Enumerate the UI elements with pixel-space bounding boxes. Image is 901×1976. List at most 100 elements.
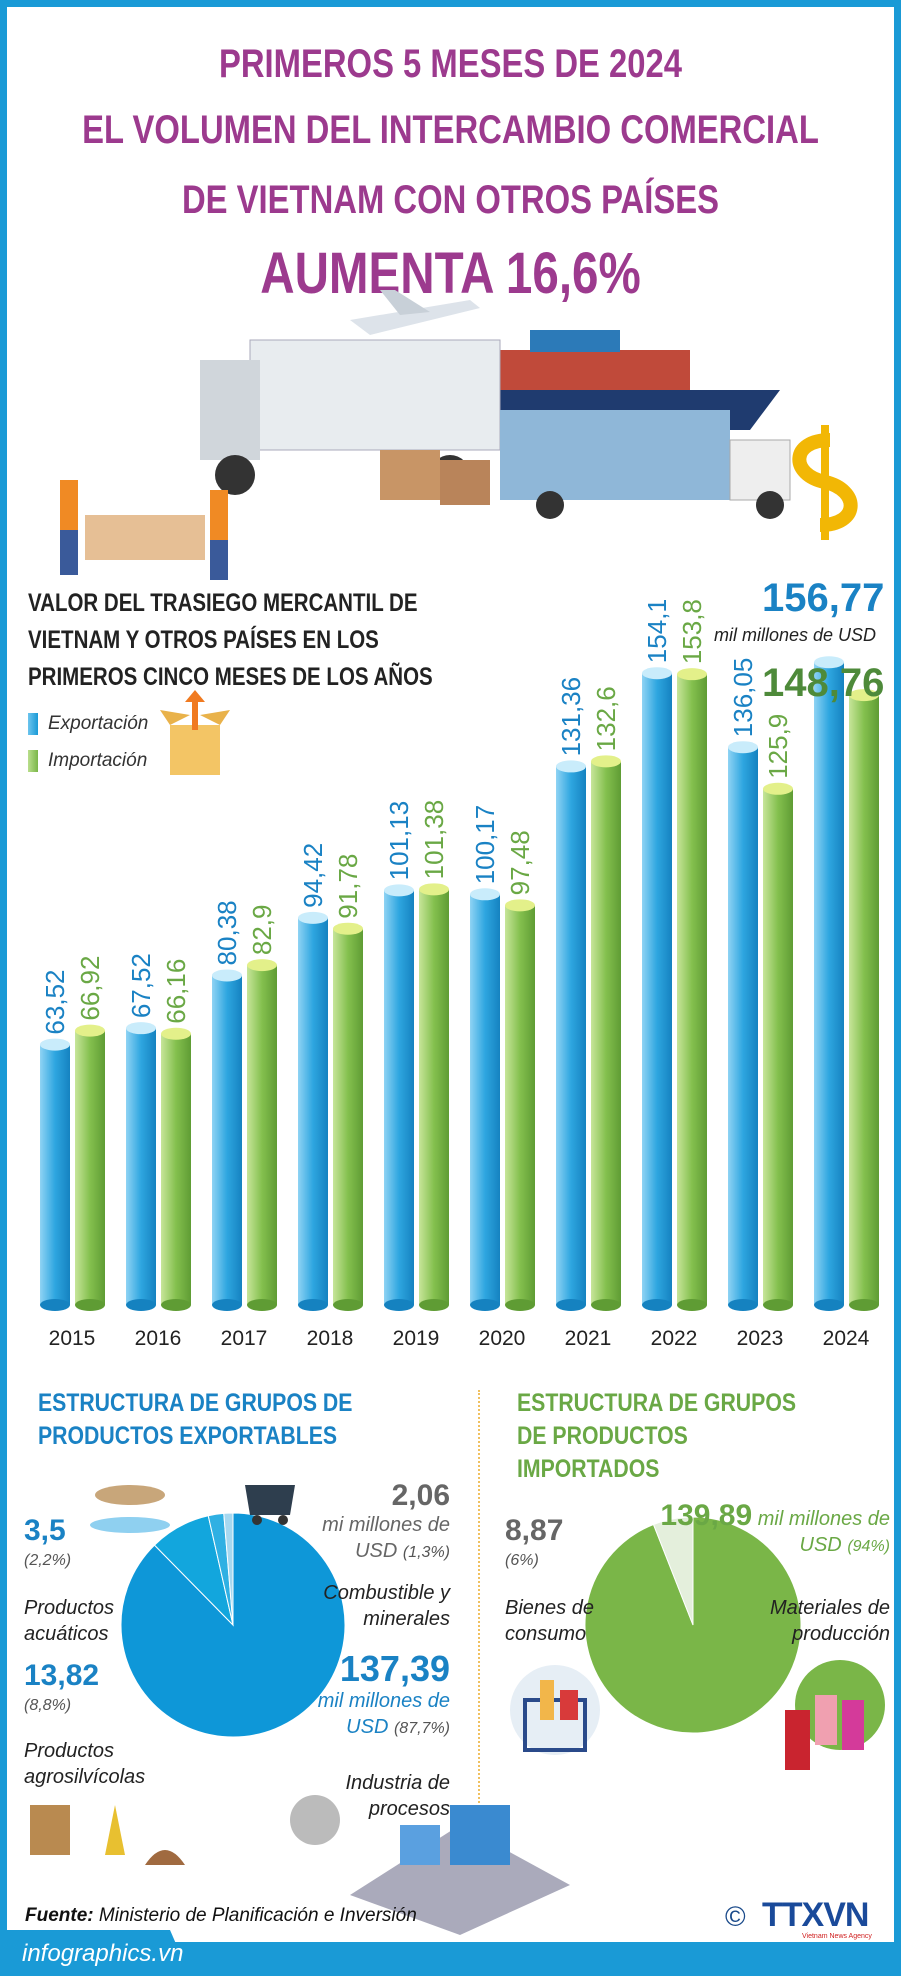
box-arrow-icon xyxy=(160,690,230,775)
data-label: 66,16 xyxy=(161,959,191,1024)
bar-export-2024 xyxy=(814,662,844,1305)
bar-base xyxy=(161,1299,191,1311)
aquatic-pct: (2,2%) xyxy=(24,1552,72,1569)
agro-value: 13,82 xyxy=(24,1659,100,1692)
data-label: 94,42 xyxy=(298,843,328,908)
bar-base xyxy=(247,1299,277,1311)
legend-export: Exportación xyxy=(28,713,148,735)
bar-cap xyxy=(470,888,500,901)
bar-import-2024 xyxy=(849,695,879,1305)
legend-label-export: Exportación xyxy=(48,713,149,734)
data-label: 91,78 xyxy=(333,854,363,919)
processing-annotation: 137,39 mil millones de USD (87,7%) xyxy=(290,1650,450,1742)
bar-cap xyxy=(849,689,879,702)
data-label: 136,05 xyxy=(728,658,758,738)
ttxvn-logo-sub: Vietnam News Agency xyxy=(802,1933,872,1940)
pie-slice xyxy=(223,1512,234,1626)
data-label: 66,92 xyxy=(75,956,105,1021)
agriculture-icon xyxy=(30,1805,185,1865)
x-tick-label: 2021 xyxy=(565,1327,612,1350)
bar-import-2023 xyxy=(763,788,793,1305)
title-headline: AUMENTA 16,6% xyxy=(260,241,641,306)
data-label: 80,38 xyxy=(212,900,242,965)
title-line-3: DE VIETNAM CON OTROS PAÍSES xyxy=(181,178,719,222)
aquatic-value: 3,5 xyxy=(24,1514,66,1547)
bar-import-2020 xyxy=(505,905,535,1305)
data-label: 101,13 xyxy=(384,801,414,881)
import-pie-chart xyxy=(584,1516,802,1734)
bar-import-2015 xyxy=(75,1030,105,1305)
bar-cap xyxy=(677,668,707,681)
bar-base xyxy=(333,1299,363,1311)
bar-export-2021 xyxy=(556,766,586,1305)
bar-cap xyxy=(298,911,328,924)
legend-label-import: Importación xyxy=(48,750,148,771)
bar-base xyxy=(40,1299,70,1311)
bar-chart: 63,52 66,92 2015 67,52 66,16 2016 80,38 82,9 201… xyxy=(40,600,879,1350)
bar-export-2015 xyxy=(40,1044,70,1305)
bar-cap xyxy=(333,922,363,935)
bar-cap xyxy=(40,1038,70,1051)
chart-title: VALOR DEL TRASIEGO MERCANTIL DE VIETNAM … xyxy=(28,589,433,691)
site-link[interactable]: infographics.vn xyxy=(22,1940,184,1967)
dollar-icon xyxy=(792,425,858,540)
x-tick-label: 2016 xyxy=(135,1327,182,1350)
bar-import-2022 xyxy=(677,674,707,1305)
x-tick-label: 2017 xyxy=(221,1327,268,1350)
bar-cap xyxy=(384,884,414,897)
factory-icon xyxy=(290,1795,570,1935)
bar-import-2018 xyxy=(333,928,363,1305)
thread-spools-icon xyxy=(785,1660,885,1770)
shopping-cart-icon xyxy=(510,1665,600,1755)
production-unit: mil millones de USD xyxy=(757,1508,890,1556)
bar-base xyxy=(505,1299,535,1311)
bar-cap xyxy=(75,1024,105,1037)
production-value: 139,89 xyxy=(660,1499,753,1532)
bar-export-2023 xyxy=(728,747,758,1305)
bar-base xyxy=(212,1299,242,1311)
bar-import-2021 xyxy=(591,761,621,1305)
unit-note: mil millones de USD xyxy=(714,625,877,645)
bar-base xyxy=(419,1299,449,1311)
bar-cap xyxy=(642,667,672,680)
bar-cap xyxy=(814,656,844,669)
agro-pct: (8,8%) xyxy=(24,1697,72,1714)
x-tick-label: 2015 xyxy=(49,1327,96,1350)
processing-pct: (87,7%) xyxy=(393,1720,450,1737)
bar-base xyxy=(642,1299,672,1311)
fuel-annotation: 2,06 mi millones de USD (1,3%) xyxy=(290,1480,450,1566)
bar-base xyxy=(126,1299,156,1311)
bar-base xyxy=(728,1299,758,1311)
x-tick-label: 2018 xyxy=(307,1327,354,1350)
data-label: 63,52 xyxy=(40,969,70,1034)
workers-icon xyxy=(60,480,228,580)
pie-slice xyxy=(652,1516,694,1626)
coal-cart-icon xyxy=(245,1485,295,1525)
container-truck-icon xyxy=(500,410,791,519)
bar-cap xyxy=(591,755,621,768)
data-label: 101,38 xyxy=(419,800,449,880)
total-export-2024: 156,77 xyxy=(762,576,885,620)
bar-export-2017 xyxy=(212,975,242,1305)
bar-base xyxy=(591,1299,621,1311)
copyright-icon: © xyxy=(725,1901,746,1932)
bar-export-2018 xyxy=(298,917,328,1305)
fish-icon xyxy=(90,1485,170,1533)
trade-illustration xyxy=(60,290,858,580)
source-text: Ministerio de Planificación e Inversión xyxy=(98,1905,417,1926)
bar-cap xyxy=(505,899,535,912)
ttxvn-logo: TTXVN xyxy=(762,1896,869,1934)
processing-unit: mil millones de USD xyxy=(317,1690,450,1738)
bar-base xyxy=(384,1299,414,1311)
legend-swatch-export xyxy=(28,713,38,735)
fuel-label: Combustible y minerales xyxy=(323,1582,450,1630)
data-label: 153,86 xyxy=(677,600,707,664)
data-label: 82,9 xyxy=(247,905,277,956)
bar-export-2019 xyxy=(384,890,414,1305)
consumer-label: Bienes de consumo xyxy=(505,1597,594,1645)
footer-tab xyxy=(0,1930,180,1976)
fuel-pct: (1,3%) xyxy=(402,1544,450,1561)
bar-base xyxy=(298,1299,328,1311)
x-tick-label: 2022 xyxy=(651,1327,698,1350)
